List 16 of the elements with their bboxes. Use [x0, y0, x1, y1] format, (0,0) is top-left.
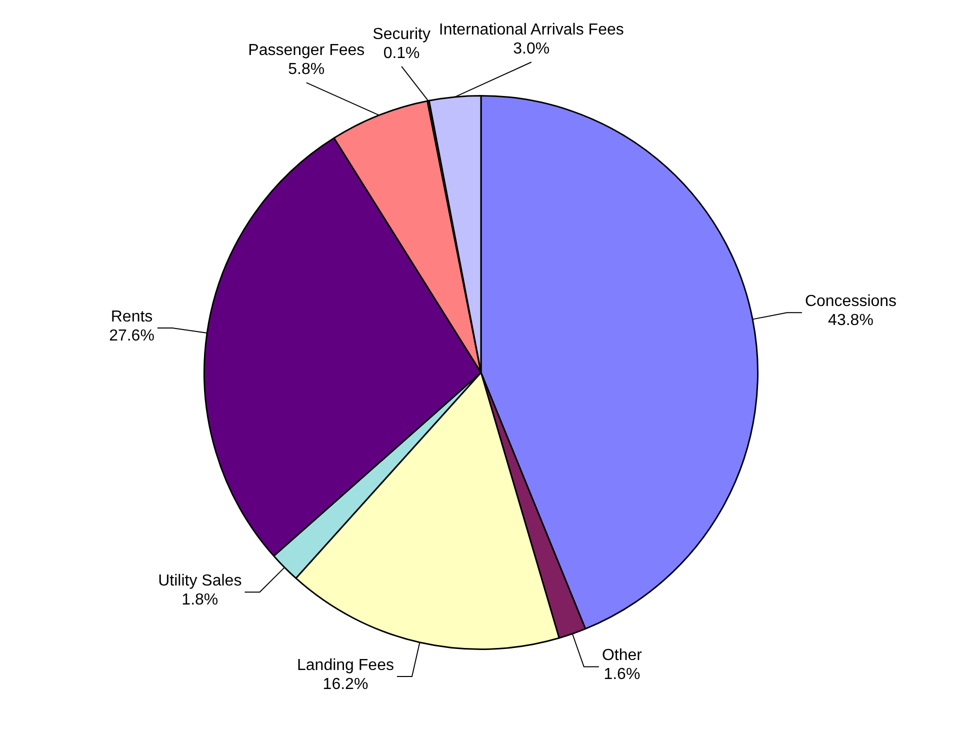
slice-label: Rents: [110, 308, 153, 326]
data-label: 27.6%: [109, 327, 154, 344]
data-label: 16.2%: [322, 676, 368, 693]
slice-label: Utility Sales: [158, 572, 242, 590]
slice-label: Concessions: [804, 292, 897, 310]
data-label: 43.8%: [828, 312, 874, 329]
data-label: 1.8%: [182, 591, 218, 608]
data-label: 5.8%: [288, 61, 325, 78]
slice-label: Other: [602, 647, 643, 664]
data-label: 0.1%: [383, 44, 420, 62]
slice-label: International Arrivals Fees: [438, 22, 624, 39]
slice-label: Landing Fees: [297, 656, 394, 674]
slice-label: Passenger Fees: [248, 42, 365, 60]
data-label: 1.6%: [604, 666, 640, 684]
slice-label: Security: [372, 26, 430, 43]
data-label: 3.0%: [513, 40, 550, 58]
